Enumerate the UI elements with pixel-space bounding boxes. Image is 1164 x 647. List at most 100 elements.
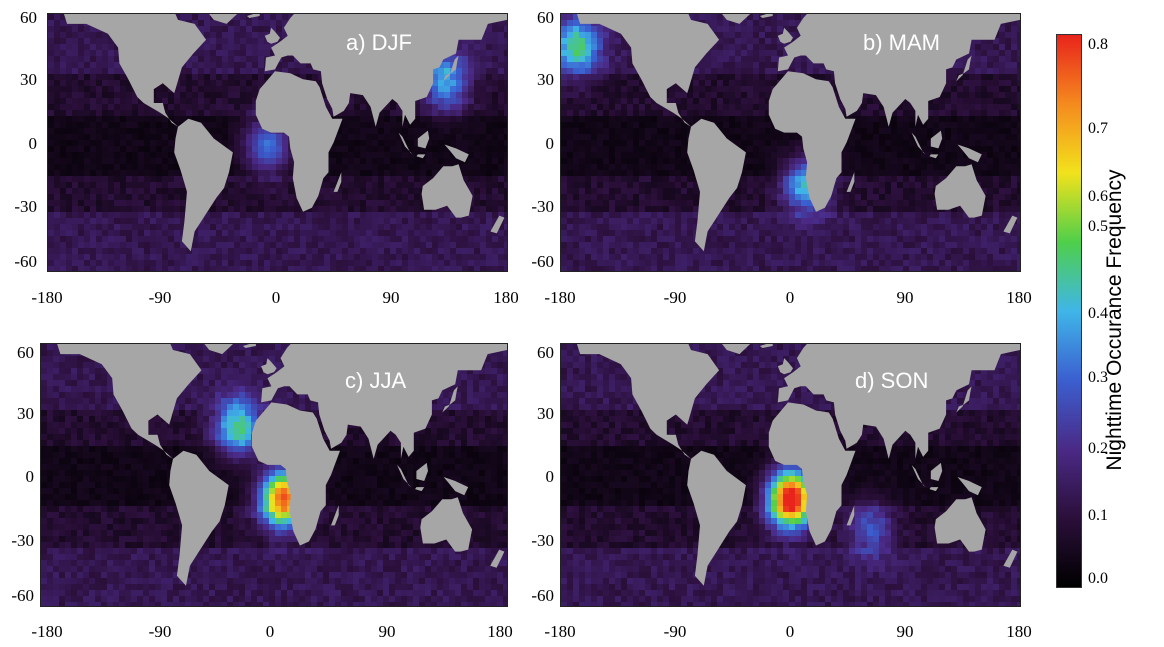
colorbar-tick: 0.6 bbox=[1088, 188, 1108, 205]
continent bbox=[416, 154, 426, 159]
land-masses bbox=[57, 344, 507, 586]
continent bbox=[63, 14, 207, 127]
continent bbox=[246, 14, 260, 18]
continent bbox=[416, 462, 428, 481]
continent bbox=[252, 402, 340, 546]
colorbar-tick: 0.1 bbox=[1088, 507, 1108, 524]
continent bbox=[397, 464, 412, 488]
continent bbox=[911, 464, 926, 488]
continent bbox=[777, 358, 793, 375]
continent bbox=[174, 118, 233, 252]
y-tick: 30 bbox=[537, 404, 554, 423]
continent bbox=[442, 386, 458, 413]
y-tick: 60 bbox=[20, 8, 37, 27]
y-tick: 30 bbox=[20, 70, 37, 89]
x-tick: 0 bbox=[785, 288, 795, 307]
continent bbox=[209, 14, 238, 24]
continent bbox=[846, 172, 855, 192]
map-djf bbox=[47, 13, 508, 272]
continent bbox=[264, 27, 280, 44]
y-tick: 30 bbox=[537, 70, 554, 89]
x-tick: 180 bbox=[1006, 622, 1032, 641]
continent bbox=[846, 505, 855, 526]
continent bbox=[956, 386, 972, 413]
continent bbox=[934, 164, 986, 218]
x-tick: 180 bbox=[487, 622, 513, 641]
x-tick: -180 bbox=[31, 288, 63, 307]
x-tick: 0 bbox=[271, 288, 281, 307]
continent bbox=[331, 505, 339, 526]
continent bbox=[722, 344, 751, 355]
colorbar-label: Nighttime Occurance Frequency bbox=[1103, 169, 1126, 471]
continent bbox=[333, 172, 342, 192]
colorbar-tick: 0.5 bbox=[1088, 218, 1108, 235]
continent bbox=[169, 450, 229, 586]
continent bbox=[264, 14, 507, 127]
continent bbox=[204, 344, 234, 355]
continent bbox=[929, 487, 939, 492]
y-tick: 0 bbox=[28, 134, 38, 153]
x-tick: 90 bbox=[382, 288, 400, 307]
x-tick: -90 bbox=[663, 622, 687, 641]
continent bbox=[421, 164, 473, 218]
continent bbox=[934, 497, 986, 552]
continent bbox=[777, 27, 793, 44]
x-tick: 90 bbox=[896, 288, 914, 307]
panel-title: d) SON bbox=[855, 368, 929, 393]
continent bbox=[911, 132, 926, 155]
continent bbox=[957, 144, 982, 163]
x-tick: -180 bbox=[31, 622, 63, 641]
map-mam bbox=[560, 13, 1021, 272]
y-tick: 0 bbox=[545, 467, 555, 486]
map-son bbox=[560, 343, 1021, 607]
y-tick: 0 bbox=[545, 134, 555, 153]
x-tick: 180 bbox=[493, 288, 519, 307]
continent bbox=[930, 130, 943, 149]
x-tick: -180 bbox=[544, 622, 576, 641]
y-tick: -60 bbox=[11, 586, 34, 605]
y-tick: -30 bbox=[531, 197, 554, 216]
x-tick: 0 bbox=[785, 622, 795, 641]
panel-title: b) MAM bbox=[863, 30, 940, 55]
continent bbox=[398, 132, 413, 155]
y-tick: -30 bbox=[11, 531, 34, 550]
colorbar-tick: 0.3 bbox=[1088, 369, 1108, 386]
land-masses bbox=[63, 14, 507, 252]
colorbar-tick: 0.0 bbox=[1088, 570, 1108, 587]
y-tick: -60 bbox=[531, 252, 554, 271]
x-tick: 0 bbox=[265, 622, 275, 641]
continent bbox=[768, 71, 856, 212]
y-tick: 30 bbox=[17, 404, 34, 423]
y-tick: 60 bbox=[537, 343, 554, 362]
panel-title: c) JJA bbox=[345, 368, 407, 393]
continent bbox=[759, 14, 773, 18]
continent bbox=[957, 477, 982, 496]
x-tick: 90 bbox=[378, 622, 396, 641]
x-tick: 90 bbox=[896, 622, 914, 641]
continent bbox=[443, 477, 469, 496]
x-tick: -90 bbox=[148, 288, 172, 307]
continent bbox=[576, 344, 720, 459]
land-masses bbox=[576, 344, 1020, 586]
y-tick: 0 bbox=[25, 467, 35, 486]
continent bbox=[929, 154, 939, 159]
continent bbox=[930, 462, 943, 481]
panel-title: a) DJF bbox=[346, 30, 412, 55]
continent bbox=[956, 55, 972, 82]
continent bbox=[443, 55, 459, 82]
y-tick: 60 bbox=[17, 343, 34, 362]
continent bbox=[255, 71, 343, 212]
continent bbox=[687, 450, 746, 586]
continent bbox=[777, 344, 1020, 459]
continent bbox=[490, 215, 505, 234]
continent bbox=[420, 497, 473, 552]
y-tick: 60 bbox=[537, 8, 554, 27]
y-tick: -30 bbox=[14, 197, 37, 216]
colorbar-tick: 0.7 bbox=[1088, 120, 1108, 137]
x-tick: -90 bbox=[663, 288, 687, 307]
land-masses bbox=[576, 14, 1020, 252]
continent bbox=[777, 14, 1020, 127]
continent bbox=[687, 118, 746, 252]
continent bbox=[57, 344, 202, 459]
continent bbox=[1003, 215, 1018, 234]
